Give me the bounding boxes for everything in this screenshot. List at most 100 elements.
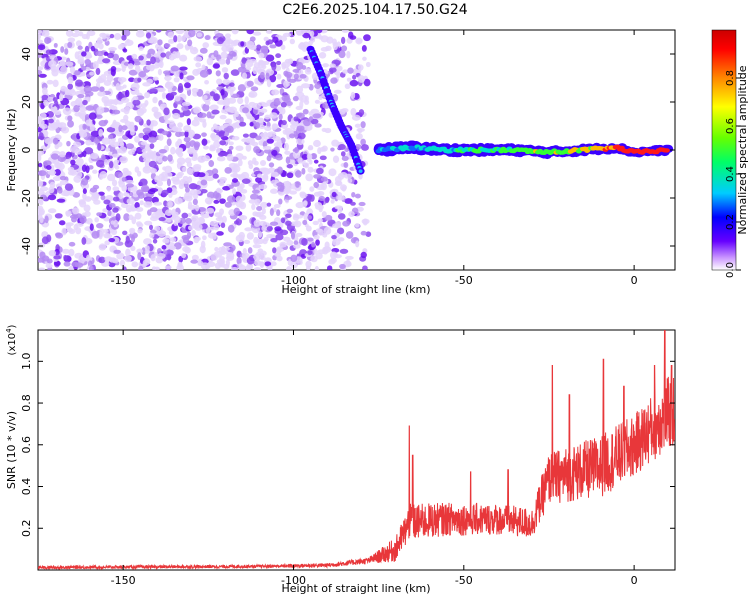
noise-speck [268,162,275,168]
noise-speck [213,224,220,231]
noise-speck [128,191,134,197]
noise-speck [226,195,236,203]
noise-speck [131,216,137,225]
noise-speck [348,211,355,218]
noise-speck [269,208,274,216]
noise-speck [311,72,319,81]
noise-speck [230,69,240,76]
noise-speck [101,96,109,104]
noise-speck [253,219,261,227]
noise-speck [272,247,277,254]
noise-speck [192,198,198,206]
noise-speck [330,147,335,152]
noise-speck [166,138,172,147]
noise-speck [302,200,308,208]
noise-speck [253,267,262,270]
noise-speck [131,53,138,60]
noise-speck [339,248,349,254]
noise-speck [225,58,231,65]
noise-speck [314,83,321,90]
colorbar: 0.0 0.2 0.4 0.6 0.8 Normalized spectral ampl… [711,29,749,278]
noise-speck [216,187,222,193]
noise-speck [53,255,61,260]
noise-speck [186,118,191,126]
noise-speck [184,82,191,89]
noise-speck [149,143,155,149]
noise-speck [231,30,239,35]
noise-speck [200,179,208,186]
noise-speck [258,60,267,66]
noise-speck [244,265,252,270]
noise-speck [363,78,371,87]
noise-speck [75,171,83,179]
noise-speck [332,239,341,246]
noise-speck [206,57,214,66]
noise-speck [354,193,361,199]
noise-speck [149,167,157,174]
noise-speck [185,217,192,225]
noise-speck [74,252,84,259]
noise-speck [306,153,313,160]
noise-speck [116,252,125,260]
noise-speck [217,152,225,157]
noise-speck [124,39,134,46]
noise-speck [158,60,164,69]
noise-speck [181,234,191,241]
noise-speck [195,204,200,212]
noise-speck [84,90,94,97]
noise-speck [52,137,59,145]
noise-speck [38,170,47,177]
noise-speck [235,195,243,203]
noise-speck [104,233,113,239]
noise-speck [157,39,163,46]
noise-speck [60,46,65,53]
noise-speck [264,114,271,120]
noise-speck [220,246,226,255]
noise-speck [301,45,308,52]
noise-speck [177,151,184,158]
noise-speck [107,210,112,217]
noise-speck [144,60,152,66]
noise-speck [134,65,141,72]
noise-speck [358,201,366,207]
noise-speck [106,186,111,192]
noise-speck [164,119,171,124]
noise-speck [149,207,158,213]
noise-speck [322,63,330,68]
noise-speck [123,114,129,122]
noise-speck [95,67,101,75]
noise-speck [337,227,345,235]
noise-speck [264,169,271,175]
noise-speck [339,263,346,270]
noise-speck [269,74,277,83]
noise-speck [181,179,190,184]
noise-speck [289,133,296,139]
noise-speck [231,165,241,173]
noise-speck [144,99,149,106]
noise-speck [324,241,330,249]
noise-speck [264,126,272,132]
noise-speck [44,36,51,45]
noise-speck [316,167,324,175]
noise-speck [247,160,253,166]
noise-speck [232,188,237,195]
noise-speck [93,199,101,205]
noise-speck [360,138,366,146]
noise-speck [121,97,130,103]
noise-speck [188,149,194,155]
noise-speck [279,241,287,248]
noise-speck [320,176,328,182]
noise-speck [38,66,44,71]
noise-speck [38,73,47,78]
noise-speck [307,146,314,151]
noise-speck [304,68,312,75]
noise-speck [228,145,234,150]
noise-speck [57,186,63,194]
noise-speck [284,150,291,155]
noise-speck [349,35,357,40]
noise-speck [54,169,61,176]
noise-speck [321,211,327,218]
y-tick-label: 0.6 [20,436,33,454]
noise-speck [85,105,95,111]
noise-speck [39,199,44,206]
